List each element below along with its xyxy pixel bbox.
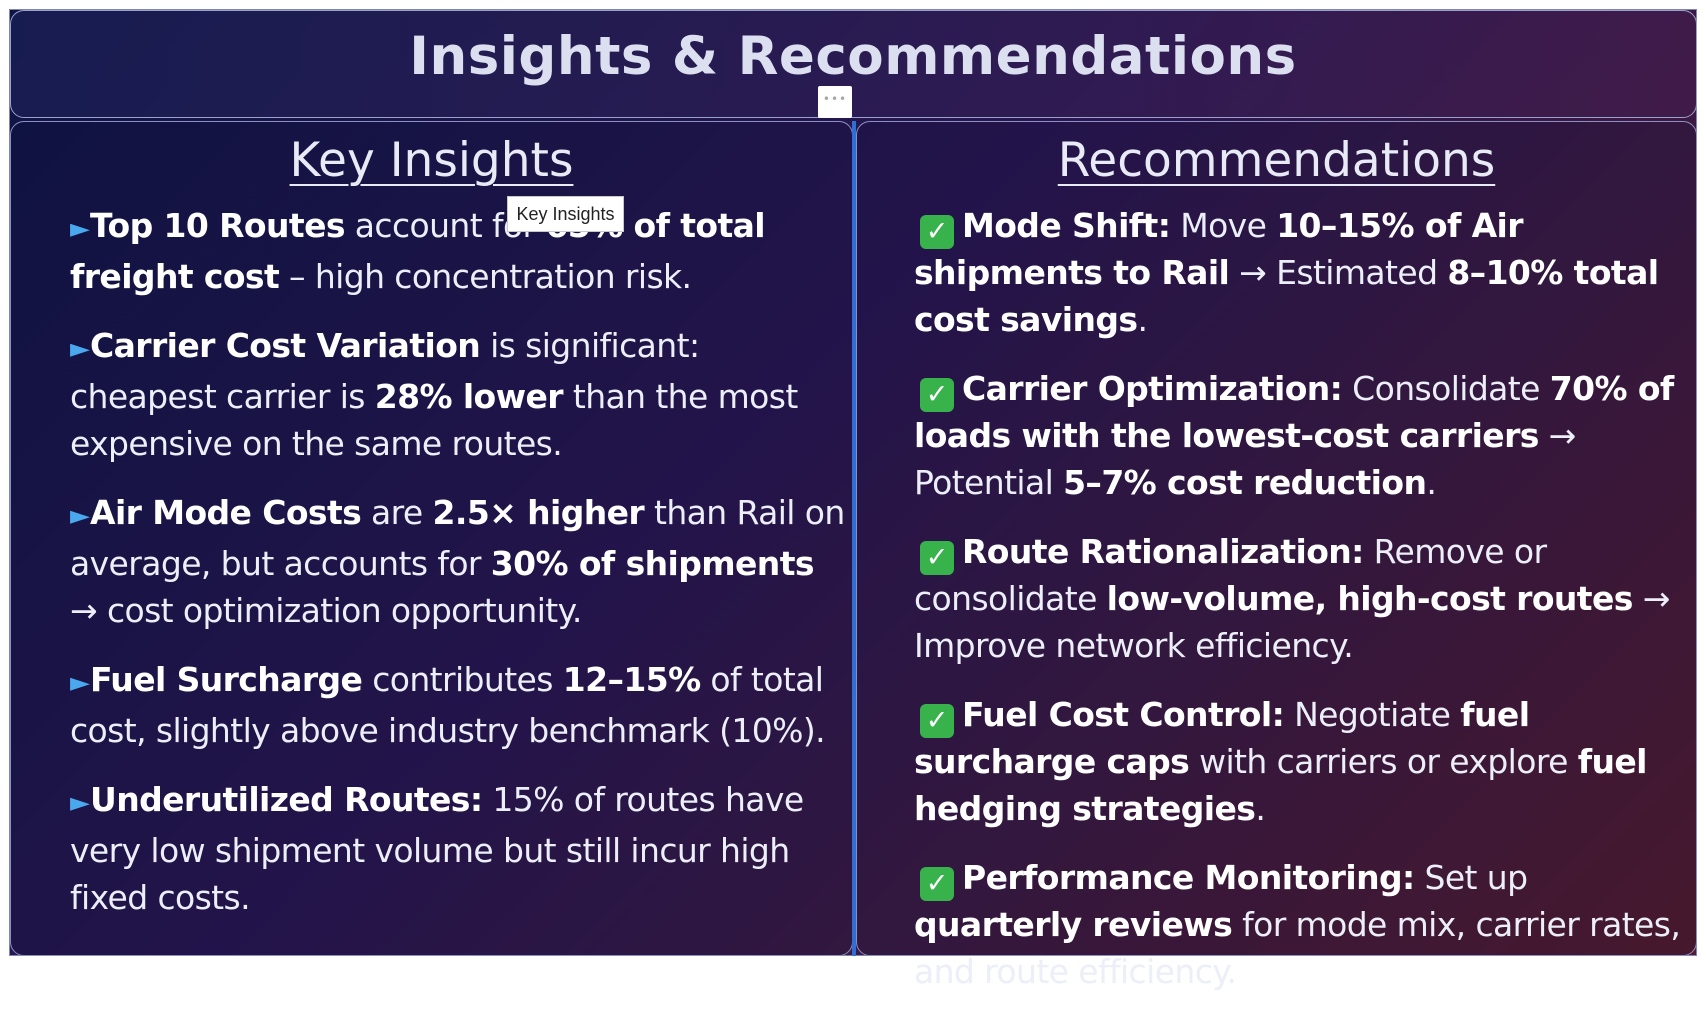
body-text: account for <box>344 206 546 245</box>
body-text: Move <box>1170 206 1277 245</box>
recommendation-item: ✓ Performance Monitoring: Set up quarterl… <box>914 854 1696 995</box>
insight-item: ►Fuel Surcharge contributes 12–15% of to… <box>70 656 850 754</box>
body-text: than the most expensive on the same rout… <box>70 377 798 463</box>
bold-text: 12–15% <box>562 660 701 699</box>
key-insights-list: ►Top 10 Routes account for 65% of total … <box>70 202 850 943</box>
check-mark-icon: ✓ <box>920 378 954 412</box>
body-text: with carriers or explore <box>1189 742 1578 781</box>
body-text: Remove or consolidate <box>914 532 1547 618</box>
bold-text: Performance Monitoring: <box>962 858 1415 897</box>
body-text: than Rail on average, but accounts for <box>70 493 845 583</box>
body-text: Consolidate <box>1342 369 1550 408</box>
arrow-bullet-icon: ► <box>70 788 90 818</box>
check-mark-icon: ✓ <box>920 867 954 901</box>
insight-item: ►Underutilized Routes: 15% of routes hav… <box>70 776 850 921</box>
bold-text: Underutilized Routes: <box>90 780 483 819</box>
recommendation-item: ✓ Fuel Cost Control: Negotiate fuel surch… <box>914 691 1696 832</box>
check-mark-icon: ✓ <box>920 541 954 575</box>
body-text: → cost optimization opportunity. <box>70 591 582 630</box>
body-text: Negotiate <box>1284 695 1461 734</box>
bold-text: Air Mode Costs <box>90 493 362 532</box>
body-text: → Potential <box>914 416 1576 502</box>
recommendations-panel[interactable]: Recommendations ✓ Mode Shift: Move 10–15%… <box>856 121 1697 991</box>
recommendations-list: ✓ Mode Shift: Move 10–15% of Air shipment… <box>914 202 1696 1017</box>
body-text: → Improve network efficiency. <box>914 579 1670 665</box>
bold-text: 65% of total freight cost <box>70 206 766 296</box>
bold-text: Fuel Surcharge <box>90 660 363 699</box>
body-text: contributes <box>362 660 563 699</box>
body-text: → Estimated <box>1229 253 1448 292</box>
bold-text: Top 10 Routes <box>90 206 346 245</box>
bold-text: 8–10% total cost savings <box>914 253 1659 339</box>
insight-item: ►Top 10 Routes account for 65% of total … <box>70 202 850 300</box>
bold-text: fuel hedging strategies <box>914 742 1647 828</box>
bold-text: Fuel Cost Control: <box>962 695 1285 734</box>
arrow-bullet-icon: ► <box>70 334 90 364</box>
bold-text: 2.5× higher <box>432 493 645 532</box>
bold-text: Carrier Cost Variation <box>90 326 481 365</box>
check-mark-icon: ✓ <box>920 704 954 738</box>
key-insights-heading: Key Insights <box>289 133 574 188</box>
key-insights-panel[interactable]: Key Insights ►Top 10 Routes account for … <box>10 121 853 956</box>
more-options-handle[interactable]: ••• <box>818 86 852 118</box>
insight-item: ►Carrier Cost Variation is significant: … <box>70 322 850 467</box>
body-text: . <box>1137 300 1148 339</box>
body-text: . <box>1255 789 1266 828</box>
bold-text: 30% of shipments <box>490 544 815 583</box>
bold-text: quarterly reviews <box>914 905 1233 944</box>
recommendation-item: ✓ Carrier Optimization: Consolidate 70% o… <box>914 365 1696 506</box>
hover-tooltip: Key Insights <box>507 196 624 232</box>
recommendation-item: ✓ Mode Shift: Move 10–15% of Air shipment… <box>914 202 1696 343</box>
bold-text: 70% of loads with the lowest-cost carrie… <box>914 369 1674 455</box>
body-text: are <box>361 493 433 532</box>
insight-item: ►Air Mode Costs are 2.5× higher than Rai… <box>70 489 850 634</box>
title-box[interactable] <box>10 10 1697 118</box>
bold-text: Mode Shift: <box>962 206 1171 245</box>
bold-text: low-volume, high-cost routes <box>1106 579 1634 618</box>
bold-text: Carrier Optimization: <box>962 369 1343 408</box>
body-text: . <box>1426 463 1437 502</box>
recommendations-heading: Recommendations <box>1057 133 1496 188</box>
bold-text: 10–15% of Air shipments to Rail <box>914 206 1524 292</box>
body-text: – high concentration risk. <box>279 257 692 296</box>
body-text: of total cost, slightly above industry b… <box>70 660 826 750</box>
body-text: 15% of routes have very low shipment vol… <box>70 780 804 917</box>
body-text: is significant: cheapest carrier is <box>70 326 700 416</box>
arrow-bullet-icon: ► <box>70 214 90 244</box>
recommendation-item: ✓ Route Rationalization: Remove or consol… <box>914 528 1696 669</box>
check-mark-icon: ✓ <box>920 215 954 249</box>
bold-text: 28% lower <box>374 377 564 416</box>
bold-text: Route Rationalization: <box>962 532 1364 571</box>
arrow-bullet-icon: ► <box>70 668 90 698</box>
body-text: Set up <box>1414 858 1528 897</box>
bold-text: 5–7% cost reduction <box>1063 463 1427 502</box>
slide-title: Insights & Recommendations <box>409 26 1297 87</box>
bold-text: fuel surcharge caps <box>914 695 1530 781</box>
arrow-bullet-icon: ► <box>70 501 90 531</box>
column-divider <box>852 121 856 956</box>
